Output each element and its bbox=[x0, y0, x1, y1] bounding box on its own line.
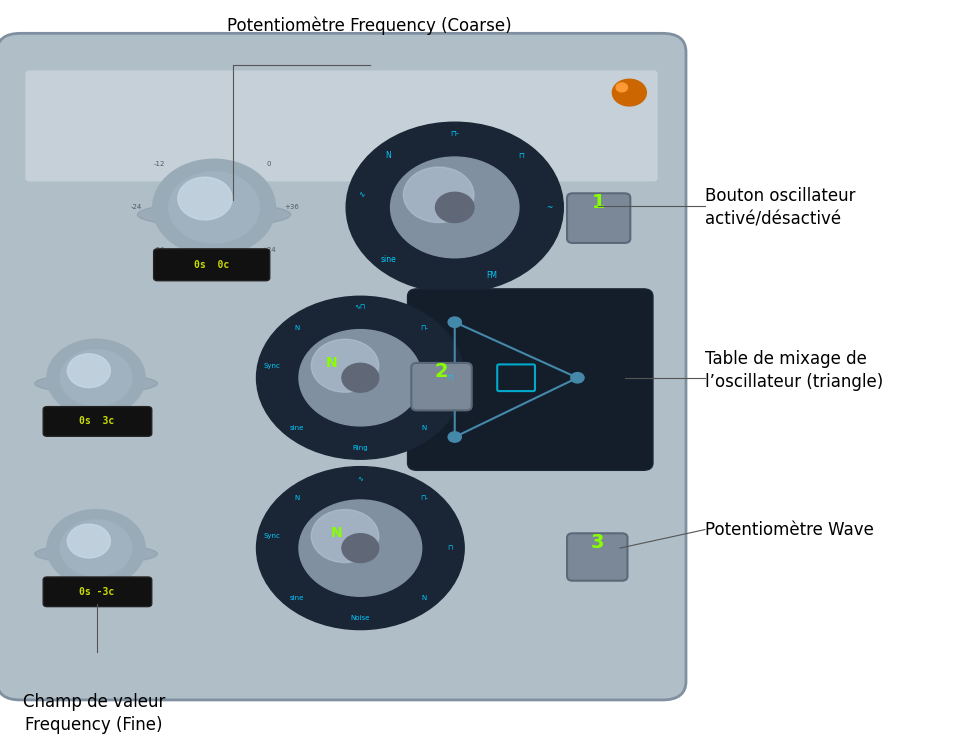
Text: ∿⊓: ∿⊓ bbox=[354, 305, 366, 311]
Text: Potentiomètre Wave: Potentiomètre Wave bbox=[705, 521, 874, 539]
Text: +24: +24 bbox=[262, 247, 276, 253]
Circle shape bbox=[571, 372, 584, 383]
Circle shape bbox=[346, 122, 563, 293]
Text: Champ de valeur
Frequency (Fine): Champ de valeur Frequency (Fine) bbox=[23, 693, 165, 734]
FancyBboxPatch shape bbox=[43, 577, 152, 606]
Text: ⊓: ⊓ bbox=[447, 545, 453, 551]
FancyBboxPatch shape bbox=[408, 289, 653, 470]
Ellipse shape bbox=[34, 374, 158, 393]
Text: ∿: ∿ bbox=[358, 190, 365, 199]
Ellipse shape bbox=[138, 203, 290, 226]
Text: +12: +12 bbox=[206, 265, 222, 271]
Text: N: N bbox=[294, 325, 300, 331]
Text: sine: sine bbox=[380, 256, 396, 264]
FancyBboxPatch shape bbox=[154, 249, 269, 281]
Text: N: N bbox=[327, 356, 338, 370]
Circle shape bbox=[612, 79, 647, 106]
Text: ⊓-: ⊓- bbox=[420, 495, 428, 501]
Text: Ring: Ring bbox=[352, 445, 369, 451]
Text: ⊓: ⊓ bbox=[519, 150, 524, 159]
Circle shape bbox=[257, 297, 464, 459]
Circle shape bbox=[153, 159, 275, 256]
Text: ∿: ∿ bbox=[357, 475, 363, 481]
Text: FM: FM bbox=[486, 271, 498, 280]
FancyBboxPatch shape bbox=[412, 363, 472, 410]
Text: 2: 2 bbox=[435, 362, 448, 381]
Text: N: N bbox=[385, 150, 391, 159]
Circle shape bbox=[448, 432, 461, 443]
FancyBboxPatch shape bbox=[567, 193, 630, 243]
Circle shape bbox=[616, 83, 627, 92]
Circle shape bbox=[68, 524, 111, 558]
FancyBboxPatch shape bbox=[567, 533, 627, 580]
Circle shape bbox=[342, 364, 379, 392]
FancyBboxPatch shape bbox=[43, 407, 152, 437]
Text: 0s  3c: 0s 3c bbox=[79, 416, 115, 426]
Text: 0s -3c: 0s -3c bbox=[79, 587, 115, 597]
Text: Table de mixage de
l’oscillateur (triangle): Table de mixage de l’oscillateur (triang… bbox=[705, 349, 883, 391]
Circle shape bbox=[169, 172, 260, 243]
Ellipse shape bbox=[34, 545, 158, 563]
Text: Bouton oscillateur
activé/désactivé: Bouton oscillateur activé/désactivé bbox=[705, 186, 856, 228]
Circle shape bbox=[68, 354, 111, 387]
FancyBboxPatch shape bbox=[0, 34, 686, 700]
Text: Noise: Noise bbox=[350, 615, 370, 621]
Circle shape bbox=[342, 533, 379, 562]
Circle shape bbox=[299, 500, 422, 596]
Text: -24: -24 bbox=[131, 204, 142, 210]
Text: ~: ~ bbox=[546, 203, 552, 212]
Text: Potentiomètre Frequency (Coarse): Potentiomètre Frequency (Coarse) bbox=[227, 16, 512, 35]
Text: +36: +36 bbox=[284, 204, 299, 210]
Text: sine: sine bbox=[289, 595, 304, 601]
Circle shape bbox=[257, 466, 464, 630]
Text: 0s  0c: 0s 0c bbox=[194, 260, 229, 270]
Text: Sync: Sync bbox=[264, 533, 281, 539]
Circle shape bbox=[60, 520, 132, 576]
Text: Sync: Sync bbox=[264, 363, 281, 369]
Circle shape bbox=[391, 157, 519, 258]
Circle shape bbox=[299, 329, 422, 426]
Circle shape bbox=[47, 510, 145, 586]
Text: N: N bbox=[421, 595, 426, 601]
Text: N: N bbox=[331, 526, 343, 540]
Text: 3: 3 bbox=[590, 533, 604, 552]
Text: N: N bbox=[294, 495, 300, 501]
Text: ⊓: ⊓ bbox=[447, 375, 453, 381]
Circle shape bbox=[448, 317, 461, 327]
Circle shape bbox=[47, 339, 145, 416]
FancyBboxPatch shape bbox=[25, 70, 658, 182]
Circle shape bbox=[403, 167, 474, 223]
Circle shape bbox=[178, 177, 232, 220]
Text: 0: 0 bbox=[266, 162, 271, 168]
Circle shape bbox=[60, 349, 132, 406]
Text: ⊓-: ⊓- bbox=[420, 325, 428, 331]
Text: 1: 1 bbox=[591, 194, 605, 212]
Text: sine: sine bbox=[289, 425, 304, 431]
Text: -12: -12 bbox=[154, 162, 165, 168]
Text: -36: -36 bbox=[154, 247, 165, 253]
Circle shape bbox=[435, 192, 474, 223]
Circle shape bbox=[311, 510, 379, 562]
Circle shape bbox=[311, 339, 379, 392]
Text: N: N bbox=[421, 425, 426, 431]
Text: ⊓-: ⊓- bbox=[451, 129, 459, 138]
